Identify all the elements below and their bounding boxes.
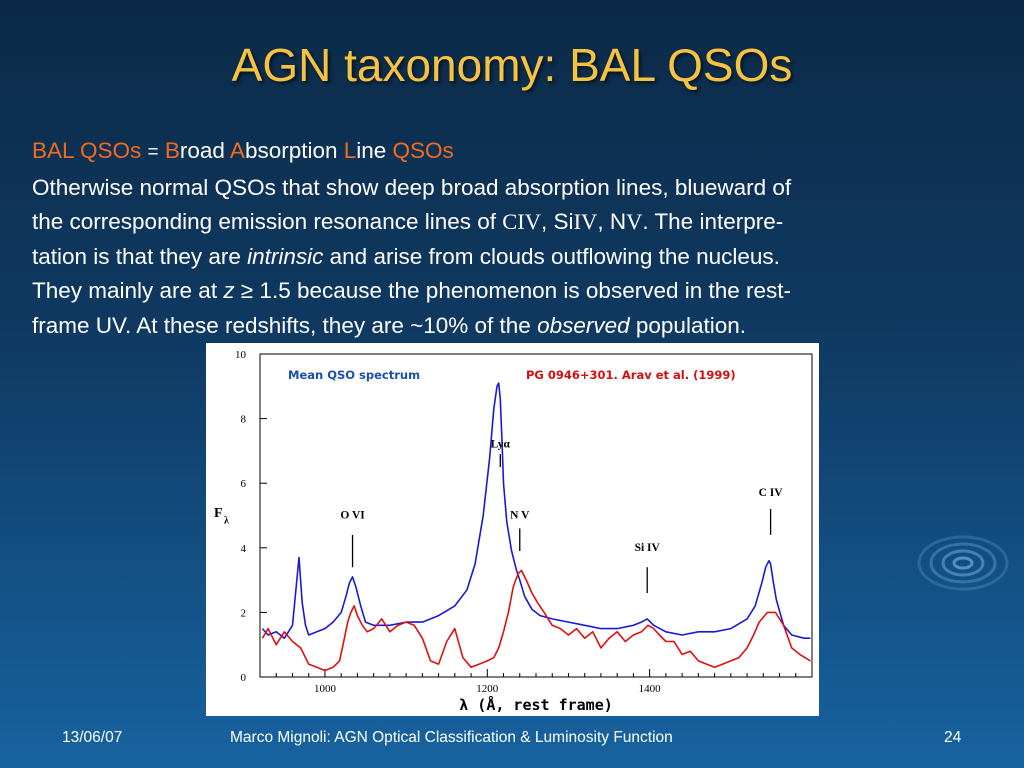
- line-annotation-label: C IV: [759, 487, 784, 499]
- footer-date: 13/06/07: [62, 729, 123, 746]
- legend-pg0946: PG 0946+301. Arav et al. (1999): [526, 368, 736, 382]
- text-segment: . The interpre-: [642, 209, 784, 234]
- term-bal-qsos: BAL QSOs: [32, 138, 142, 163]
- word-absorption: bsorption: [244, 138, 344, 163]
- paragraph-line-2: the corresponding emission resonance lin…: [32, 205, 1004, 240]
- ion-c: C: [502, 209, 518, 234]
- footer-page-number: 24: [944, 729, 962, 746]
- paragraph-line-5: frame UV. At these redshifts, they are ~…: [32, 309, 1004, 344]
- x-tick-label: 1400: [639, 683, 662, 695]
- slide-body: BAL QSOs = Broad Absorption Line QSOs Ot…: [32, 134, 1004, 343]
- text-segment: ≥ 1.5 because the phenomenon is observed…: [234, 278, 792, 303]
- emphasis-observed: observed: [537, 312, 630, 338]
- paragraph-line-1: Otherwise normal QSOs that show deep bro…: [32, 174, 792, 200]
- series-line-mean-qso: [261, 382, 811, 639]
- word-qsos: QSOs: [392, 138, 454, 163]
- legend-mean-qso: Mean QSO spectrum: [288, 368, 420, 382]
- ion-siiv-numeral: IV: [573, 209, 598, 234]
- y-tick-label: 6: [241, 478, 247, 490]
- line-annotation-label: O VI: [340, 510, 365, 522]
- ion-civ-numeral: IV: [517, 209, 542, 234]
- paragraph-line-3: tation is that they are intrinsic and ar…: [32, 240, 1004, 275]
- x-tick-label: 1000: [314, 683, 337, 695]
- line-annotation-label: N V: [510, 510, 530, 522]
- ion-nv-numeral: V: [626, 209, 643, 234]
- paragraph-line-4: They mainly are at z ≥ 1.5 because the p…: [32, 274, 1004, 309]
- y-tick-label: 8: [241, 414, 247, 426]
- text-segment: tation is that they are: [32, 243, 248, 269]
- line-annotation-label: Si IV: [635, 542, 661, 554]
- slide-title: AGN taxonomy: BAL QSOs: [231, 39, 793, 91]
- text-segment: the corresponding emission resonance lin…: [32, 209, 503, 234]
- x-tick-label: 1200: [476, 683, 499, 695]
- emphasis-intrinsic: intrinsic: [247, 243, 324, 269]
- y-tick-label: 4: [241, 543, 247, 555]
- equals-sign: =: [147, 142, 159, 163]
- ripple-decoration: [917, 535, 1009, 591]
- text-segment: They mainly are at: [32, 278, 224, 303]
- series-line-pg0946: [261, 569, 811, 672]
- x-axis-label: λ (Å, rest frame): [459, 695, 613, 714]
- text-segment: and arise from clouds outflowing the nuc…: [323, 243, 780, 269]
- letter-a: A: [229, 138, 245, 163]
- text-segment: population.: [629, 312, 746, 338]
- emphasis-z: z: [223, 278, 235, 303]
- y-tick-label: 10: [235, 349, 247, 361]
- word-line: ine: [356, 138, 393, 163]
- definition-line: BAL QSOs = Broad Absorption Line QSOs: [32, 134, 1004, 171]
- y-axis-label-subscript: λ: [224, 516, 229, 527]
- text-segment: frame UV. At these redshifts, they are ~…: [32, 312, 538, 338]
- text-segment: , Si: [541, 209, 574, 234]
- letter-l: L: [343, 138, 357, 163]
- spectrum-chart: 0 2 4 6 8 10 1000 1200 1400 λ (Å, rest frame) F λ Me…: [214, 349, 813, 714]
- footer-center-text: Marco Mignoli: AGN Optical Classificatio…: [230, 729, 673, 746]
- y-tick-label: 2: [241, 607, 247, 619]
- word-broad: road: [179, 138, 230, 163]
- y-axis-label: F: [214, 506, 223, 521]
- y-tick-label: 0: [241, 672, 247, 684]
- line-annotation-label: Lyα: [491, 439, 511, 451]
- letter-b: B: [164, 138, 180, 163]
- text-segment: , N: [597, 209, 627, 234]
